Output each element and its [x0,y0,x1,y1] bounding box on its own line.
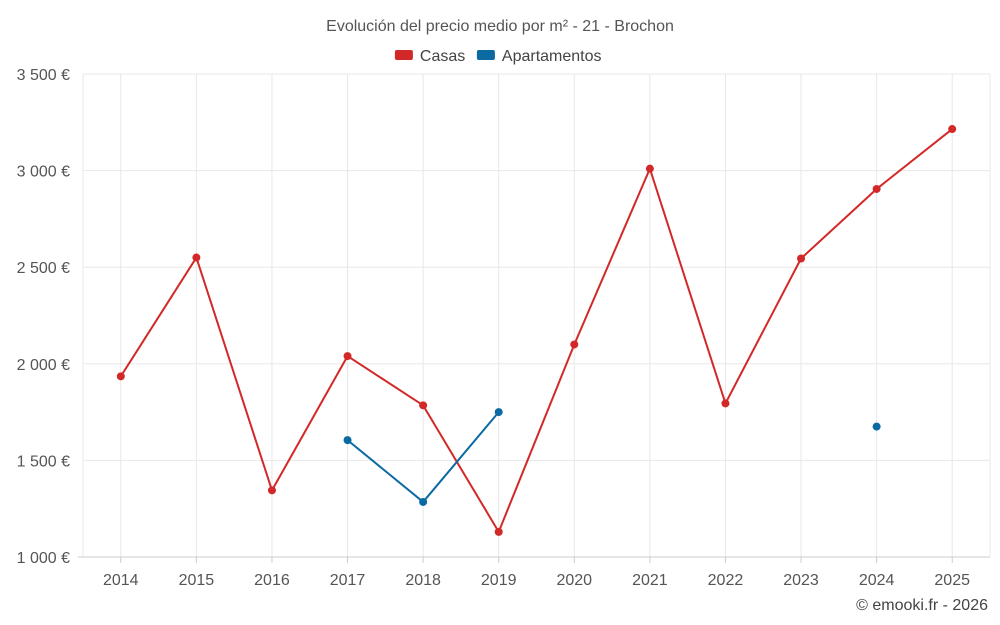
y-tick-label: 2 000 € [17,357,70,374]
legend-item-casas[interactable]: Casas [394,48,465,65]
x-tick-label: 2025 [934,572,970,589]
data-point[interactable] [948,125,957,134]
x-tick-label: 2022 [708,572,744,589]
chart-title: Evolución del precio medio por m² - 21 -… [326,18,674,35]
legend-swatch [476,50,495,60]
legend-swatch [394,50,413,60]
y-axis: 1 000 € 1 500 € 2 000 € 2 500 € 3 000 € 3 500… [17,67,70,567]
x-tick-label: 2021 [632,572,668,589]
y-tick-label: 3 000 € [17,164,70,181]
legend: Casas Apartamentos [394,48,602,65]
x-tick-label: 2016 [254,572,290,589]
series-line-segment [195,257,273,491]
data-point[interactable] [872,422,881,431]
series-casas [116,125,957,536]
series-line-segment [422,411,500,503]
x-tick-label: 2015 [179,572,215,589]
x-tick-label: 2019 [481,572,517,589]
data-point[interactable] [419,401,428,410]
data-point[interactable] [343,352,352,361]
series-line-segment [497,344,576,533]
y-tick-label: 2 500 € [17,260,70,277]
series-line-segment [724,258,802,404]
legend-label: Casas [420,48,465,65]
x-tick-label: 2017 [330,572,366,589]
series-apartamentos [343,408,881,506]
legend-item-apartamentos[interactable]: Apartamentos [476,48,602,65]
x-tick-label: 2014 [103,572,139,589]
grid [82,73,991,558]
data-point[interactable] [343,436,352,445]
data-point[interactable] [494,527,503,536]
data-point[interactable] [872,184,881,193]
y-tick-label: 1 000 € [17,550,70,567]
data-point[interactable] [570,340,579,349]
series-line-segment [271,355,349,491]
x-tick-label: 2018 [405,572,441,589]
data-point[interactable] [192,253,201,262]
series-line-segment [422,404,500,533]
x-tick-label: 2023 [783,572,819,589]
data-point[interactable] [494,408,503,417]
series-line-segment [876,128,953,190]
legend-label: Apartamentos [502,48,602,65]
data-point[interactable] [116,372,125,381]
series-layer [116,125,957,536]
series-line-segment [800,188,878,260]
data-point[interactable] [419,497,428,506]
series-line-segment [346,439,424,503]
series-line-segment [573,168,651,345]
x-tick-label: 2020 [556,572,592,589]
data-point[interactable] [797,254,806,263]
credit-text: © emooki.fr - 2026 [856,597,988,614]
data-point[interactable] [721,399,730,408]
y-tick-label: 1 500 € [17,453,70,470]
series-line-segment [346,355,424,407]
data-point[interactable] [645,164,654,173]
series-line-segment [648,168,727,404]
series-line-segment [119,257,198,377]
data-point[interactable] [267,486,276,495]
x-axis: 2014 2015 2016 2017 2018 2019 2020 2021 2022 2023… [78,556,990,589]
x-tick-label: 2024 [859,572,895,589]
y-tick-label: 3 500 € [17,67,70,84]
